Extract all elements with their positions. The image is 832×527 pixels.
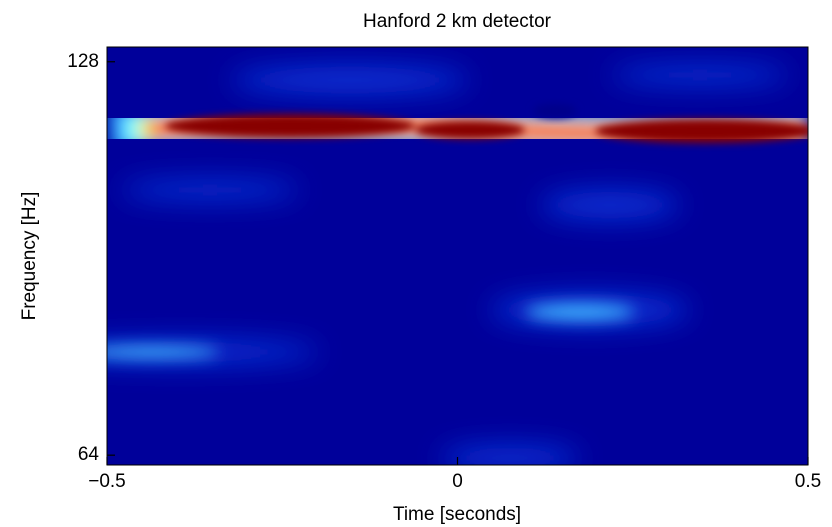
x-axis-label: Time [seconds] xyxy=(393,504,521,525)
x-tick-label: −0.5 xyxy=(88,471,126,492)
y-tick-label: 128 xyxy=(67,51,99,72)
y-axis-label: Frequency [Hz] xyxy=(19,192,40,321)
x-tick-label: 0 xyxy=(452,471,463,492)
y-tick-label: 64 xyxy=(78,444,100,465)
x-tick-label: 0.5 xyxy=(795,471,821,492)
chart-title: Hanford 2 km detector xyxy=(363,11,552,32)
spectrogram-image xyxy=(107,47,808,465)
